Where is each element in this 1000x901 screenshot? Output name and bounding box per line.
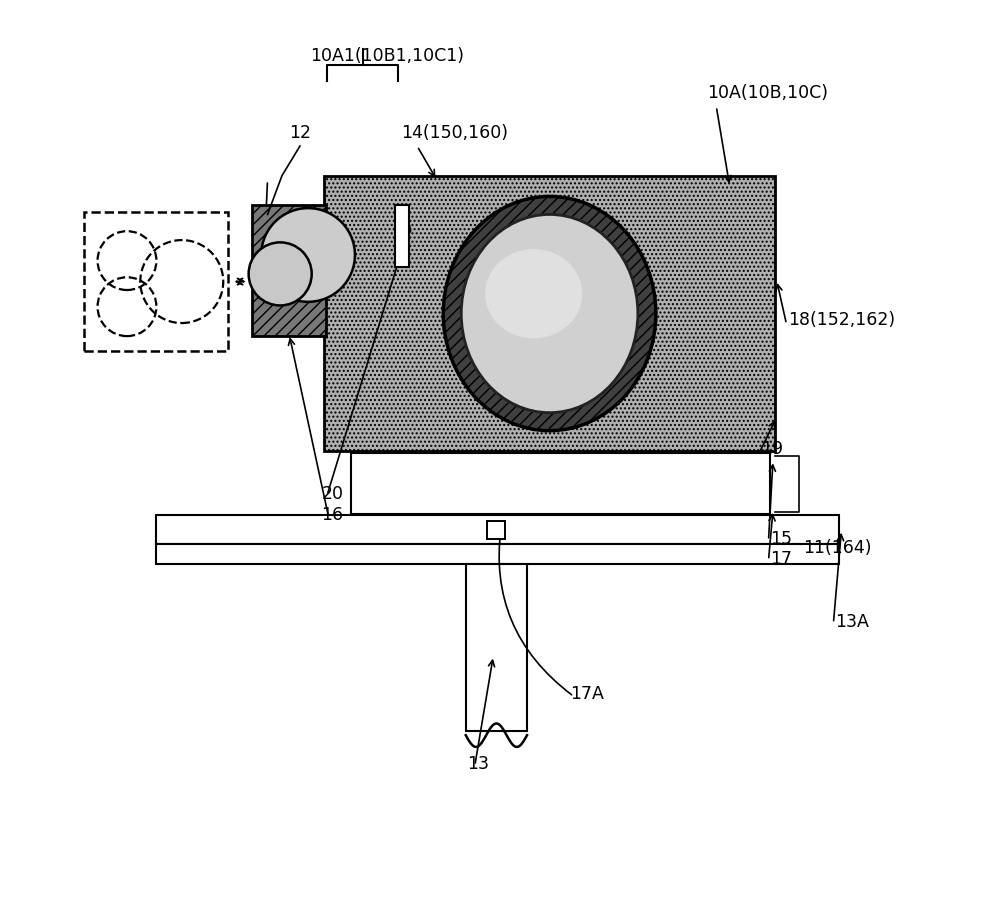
Text: 17A: 17A xyxy=(570,685,604,703)
Text: 13: 13 xyxy=(468,755,490,773)
Text: 19: 19 xyxy=(761,440,783,458)
Ellipse shape xyxy=(485,249,582,339)
Bar xyxy=(252,205,326,336)
Bar xyxy=(156,544,839,564)
Text: 12: 12 xyxy=(289,124,311,142)
Ellipse shape xyxy=(443,196,656,431)
Bar xyxy=(156,515,839,544)
Text: 10A1(10B1,10C1): 10A1(10B1,10C1) xyxy=(310,47,464,65)
Bar xyxy=(466,564,527,731)
Bar xyxy=(324,176,775,450)
Text: 10A(10B,10C): 10A(10B,10C) xyxy=(707,84,828,102)
Text: 14(150,160): 14(150,160) xyxy=(401,124,508,142)
Text: 11(164): 11(164) xyxy=(803,539,871,557)
Circle shape xyxy=(249,242,312,305)
Bar xyxy=(395,205,409,267)
Bar xyxy=(351,453,770,514)
Text: 16: 16 xyxy=(322,506,344,524)
Text: 15: 15 xyxy=(770,530,792,548)
Text: 13A: 13A xyxy=(835,613,869,631)
Text: 18(152,162): 18(152,162) xyxy=(788,311,895,329)
Text: 20: 20 xyxy=(322,485,344,503)
Bar xyxy=(84,212,228,351)
Text: 17: 17 xyxy=(770,550,792,568)
Ellipse shape xyxy=(461,214,638,413)
Circle shape xyxy=(261,208,355,302)
Bar xyxy=(324,176,775,450)
Bar xyxy=(487,521,505,539)
